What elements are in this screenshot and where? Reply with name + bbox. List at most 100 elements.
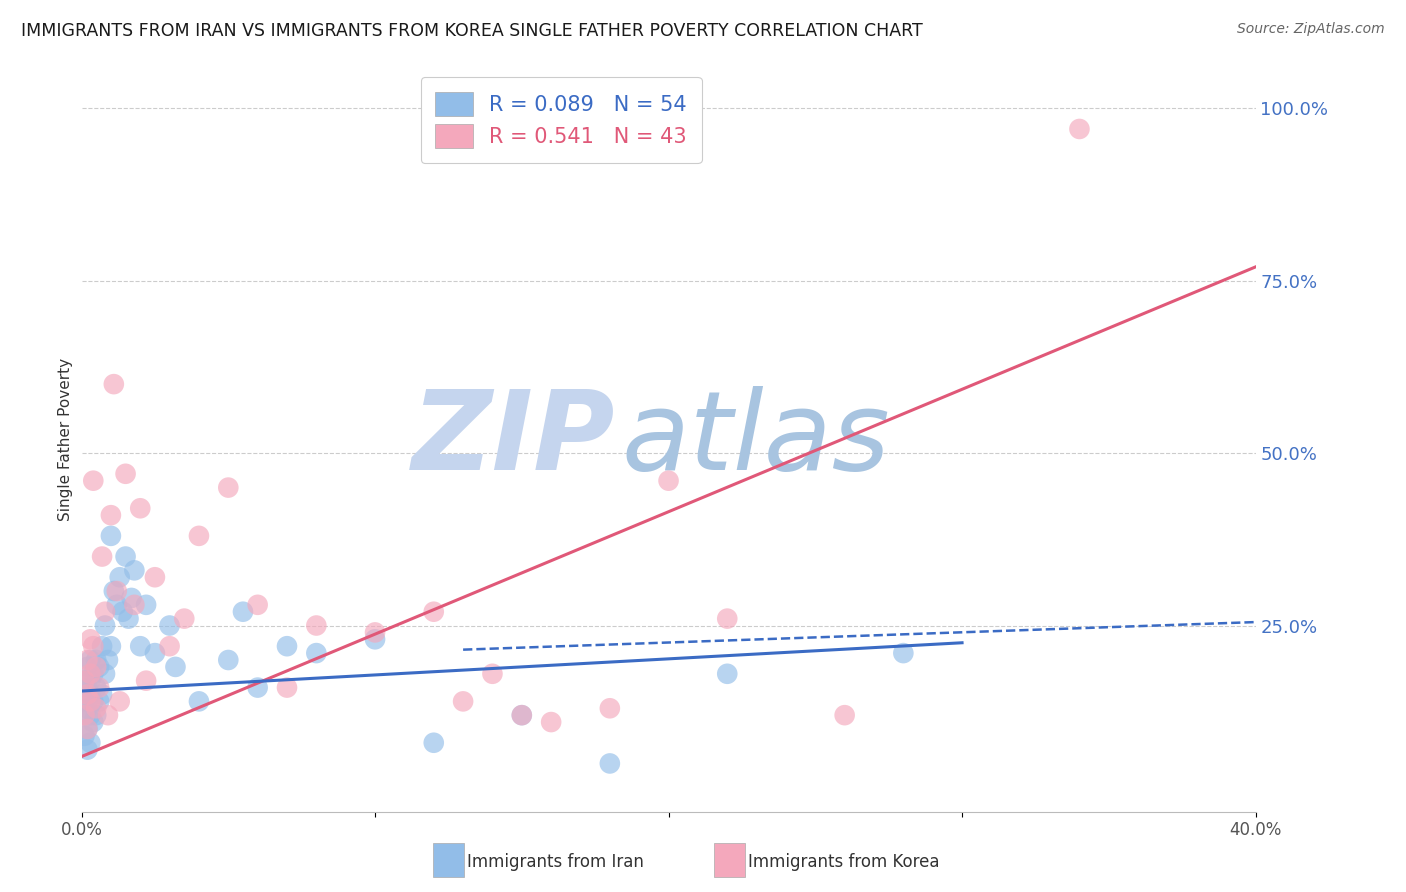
Point <box>84 681 107 695</box>
Point <box>159 618 181 632</box>
Point <box>94 605 117 619</box>
Point <box>423 605 446 619</box>
Point <box>599 701 621 715</box>
Point <box>105 598 128 612</box>
Point <box>103 584 125 599</box>
Point <box>510 708 533 723</box>
Point <box>305 646 328 660</box>
Point <box>82 694 104 708</box>
Point <box>73 673 96 688</box>
Point <box>246 681 269 695</box>
Point <box>540 714 562 729</box>
Point <box>173 612 195 626</box>
Point <box>276 639 298 653</box>
Point <box>82 639 104 653</box>
Point <box>76 653 98 667</box>
Point <box>79 708 101 723</box>
Point <box>76 660 98 674</box>
Point <box>423 736 446 750</box>
Point <box>658 474 681 488</box>
Point <box>97 708 120 723</box>
Point <box>834 708 856 723</box>
Text: atlas: atlas <box>621 386 890 492</box>
Point <box>716 612 738 626</box>
Text: Immigrants from Korea: Immigrants from Korea <box>748 853 939 871</box>
Point <box>117 612 139 626</box>
Point <box>129 501 152 516</box>
Point <box>114 467 136 481</box>
Point <box>217 481 239 495</box>
Point <box>129 639 152 653</box>
Point <box>135 673 157 688</box>
Point <box>79 688 101 702</box>
Point <box>84 708 107 723</box>
Point <box>89 681 111 695</box>
Text: Immigrants from Iran: Immigrants from Iran <box>467 853 644 871</box>
Point <box>76 701 98 715</box>
Point <box>143 646 166 660</box>
Point <box>893 646 915 660</box>
Point <box>100 508 122 523</box>
Point <box>76 688 98 702</box>
Point <box>114 549 136 564</box>
Point <box>716 666 738 681</box>
Point <box>599 756 621 771</box>
Point <box>100 639 122 653</box>
Point <box>91 688 114 702</box>
Point <box>82 714 104 729</box>
Point <box>91 549 114 564</box>
Point <box>76 742 98 756</box>
Point <box>305 618 328 632</box>
Point <box>276 681 298 695</box>
Point <box>89 660 111 674</box>
Point <box>143 570 166 584</box>
Point <box>73 708 96 723</box>
Point <box>111 605 134 619</box>
Point <box>100 529 122 543</box>
Point <box>108 570 131 584</box>
Point <box>82 666 104 681</box>
Point <box>84 701 107 715</box>
Point <box>159 639 181 653</box>
Point <box>89 694 111 708</box>
Point <box>105 584 128 599</box>
Point <box>217 653 239 667</box>
Point <box>451 694 474 708</box>
Point <box>76 681 98 695</box>
Point <box>73 673 96 688</box>
Point <box>94 666 117 681</box>
Point <box>120 591 142 605</box>
Point <box>79 736 101 750</box>
Point <box>232 605 254 619</box>
Point <box>510 708 533 723</box>
Point <box>364 632 387 647</box>
Point <box>108 694 131 708</box>
Point <box>364 625 387 640</box>
Point <box>124 598 146 612</box>
Text: ZIP: ZIP <box>412 386 616 492</box>
Point <box>103 377 125 392</box>
Point <box>1069 122 1091 136</box>
Point <box>79 666 101 681</box>
Point <box>84 653 107 667</box>
Point <box>94 618 117 632</box>
Point <box>82 474 104 488</box>
Text: IMMIGRANTS FROM IRAN VS IMMIGRANTS FROM KOREA SINGLE FATHER POVERTY CORRELATION : IMMIGRANTS FROM IRAN VS IMMIGRANTS FROM … <box>21 22 922 40</box>
Point <box>84 660 107 674</box>
Point <box>91 639 114 653</box>
Point <box>73 694 96 708</box>
Point <box>97 653 120 667</box>
Point <box>135 598 157 612</box>
Point <box>73 729 96 743</box>
Point <box>188 529 211 543</box>
Y-axis label: Single Father Poverty: Single Father Poverty <box>58 358 73 521</box>
Point <box>79 632 101 647</box>
Point <box>79 673 101 688</box>
Point <box>246 598 269 612</box>
Text: Source: ZipAtlas.com: Source: ZipAtlas.com <box>1237 22 1385 37</box>
Point <box>79 694 101 708</box>
Point <box>73 708 96 723</box>
Point <box>79 653 101 667</box>
Point <box>165 660 187 674</box>
Point <box>481 666 503 681</box>
